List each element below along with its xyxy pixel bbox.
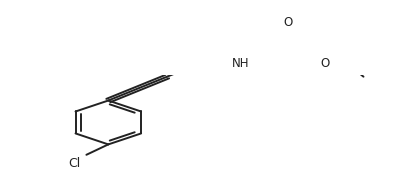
Text: NH: NH bbox=[232, 57, 249, 70]
Text: O: O bbox=[283, 16, 292, 29]
Text: O: O bbox=[320, 57, 330, 70]
Text: Cl: Cl bbox=[68, 157, 81, 170]
